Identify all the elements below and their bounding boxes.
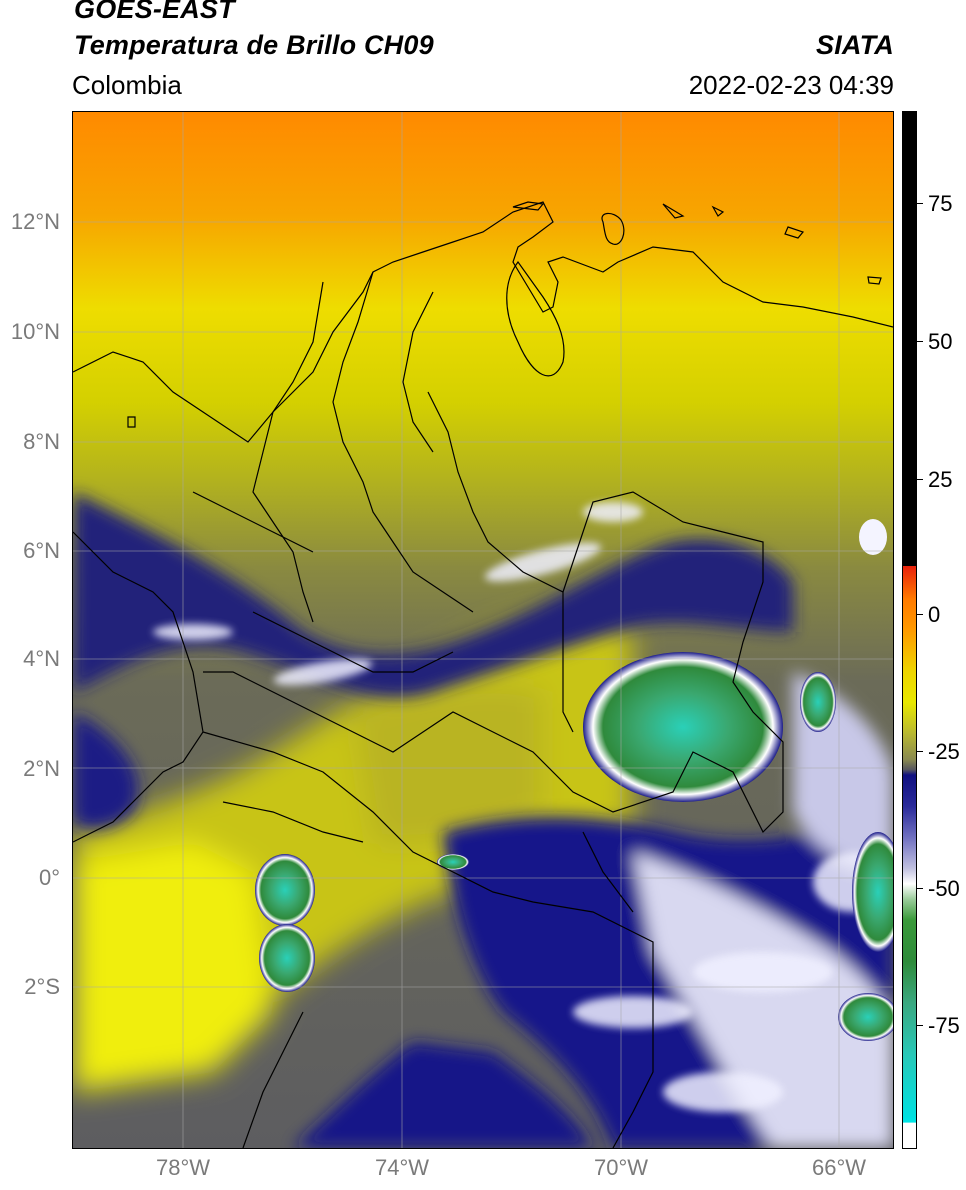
cb-tick-neg25	[917, 751, 923, 752]
lat-label-2s: 2°S	[24, 974, 60, 999]
lon-label-66w: 66°W	[811, 1155, 867, 1180]
satellite-map[interactable]	[72, 111, 894, 1149]
convective-core-4	[838, 993, 893, 1041]
title-line-1: GOES-EAST	[74, 0, 235, 24]
warm-cloud-field	[73, 617, 633, 1092]
convective-core-2	[259, 924, 315, 992]
cb-tick-neg75	[917, 1025, 923, 1026]
lat-label-4n: 4°N	[23, 646, 60, 671]
cb-tick-neg50	[917, 888, 923, 889]
convective-core-3	[437, 854, 469, 870]
cb-label-0: 0	[928, 602, 941, 627]
cloud-patch	[859, 519, 887, 555]
lat-label-12n: 12°N	[10, 209, 60, 234]
lat-label-6n: 6°N	[23, 538, 60, 563]
lon-label-78w: 78°W	[155, 1155, 211, 1180]
datetime-label: 2022-02-23 04:39	[688, 70, 894, 100]
convective-core-1	[255, 854, 315, 926]
convective-core-6	[800, 672, 836, 732]
cold-cloud-band	[73, 492, 893, 1148]
cb-label-neg25: -25	[928, 739, 960, 764]
cb-label-50: 50	[928, 329, 953, 354]
convective-core-5	[852, 832, 893, 952]
borders	[73, 201, 893, 1148]
lat-label-10n: 10°N	[10, 319, 60, 344]
brand-label: SIATA	[816, 30, 894, 60]
lat-label-8n: 8°N	[23, 429, 60, 454]
cb-label-75: 75	[928, 191, 953, 216]
cb-label-25: 25	[928, 467, 953, 492]
cb-tick-75	[917, 203, 923, 204]
cb-tick-50	[917, 341, 923, 342]
map-canvas	[73, 112, 893, 1148]
convective-core-east	[583, 652, 783, 802]
lat-label-0: 0°	[38, 865, 60, 890]
temperature-colorbar	[902, 111, 917, 1149]
graticule	[73, 112, 893, 1148]
cb-label-neg75: -75	[928, 1013, 960, 1038]
cb-tick-0	[917, 614, 923, 615]
cb-label-neg50: -50	[928, 876, 960, 901]
islands	[127, 201, 882, 428]
cb-tick-25	[917, 479, 923, 480]
region-label: Colombia	[72, 70, 182, 100]
lat-label-2n: 2°N	[23, 756, 60, 781]
lon-label-74w: 74°W	[374, 1155, 430, 1180]
title-line-2: Temperatura de Brillo CH09	[74, 30, 434, 60]
lon-label-70w: 70°W	[593, 1155, 649, 1180]
